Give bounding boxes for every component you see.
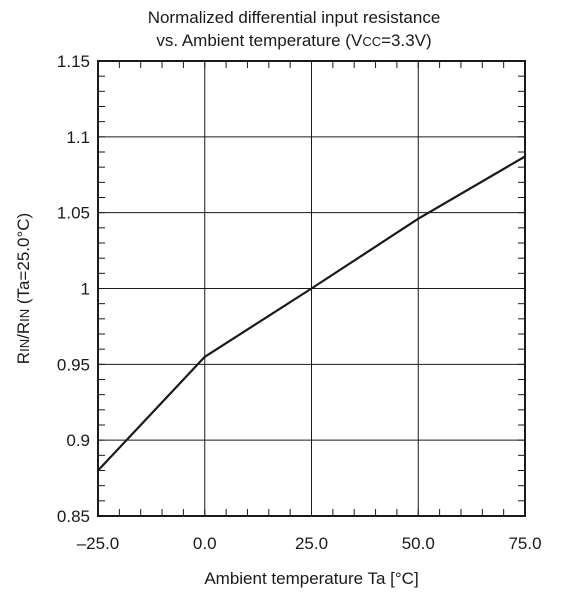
y-tick-label: 0.85: [57, 507, 90, 526]
minor-ticks: [97, 60, 526, 517]
plot-frame: [97, 60, 526, 517]
series-line: [97, 155, 526, 472]
y-tick-label: 1: [81, 280, 90, 299]
x-tick-label: –25.0: [77, 534, 120, 553]
y-tick-label: 0.95: [57, 355, 90, 374]
grid-lines: [98, 61, 525, 516]
x-tick-label: 25.0: [295, 534, 328, 553]
y-tick-labels: 0.85 0.9 0.95 1 1.05 1.1 1.15: [57, 52, 90, 526]
x-tick-label: 75.0: [508, 534, 541, 553]
x-tick-label: 0.0: [193, 534, 217, 553]
y-tick-label: 1.05: [57, 204, 90, 223]
title-subscript: CC: [362, 34, 382, 49]
y-tick-label: 1.15: [57, 52, 90, 71]
title-prefix: vs. Ambient temperature (V: [156, 31, 363, 50]
chart-title-line-1: Normalized differential input resistance: [147, 8, 441, 27]
y-axis-title: RIN/RIN (Ta=25.0°C): [14, 213, 33, 364]
chart-title-line-2: vs. Ambient temperature (VCC=3.3V): [0, 30, 588, 53]
x-tick-label: 50.0: [402, 534, 435, 553]
x-axis-title: Ambient temperature Ta [°C]: [204, 569, 418, 588]
y-tick-label: 0.9: [66, 431, 90, 450]
title-suffix: =3.3V): [381, 31, 432, 50]
y-tick-label: 1.1: [66, 128, 90, 147]
x-tick-labels: –25.0 0.0 25.0 50.0 75.0: [77, 534, 542, 553]
